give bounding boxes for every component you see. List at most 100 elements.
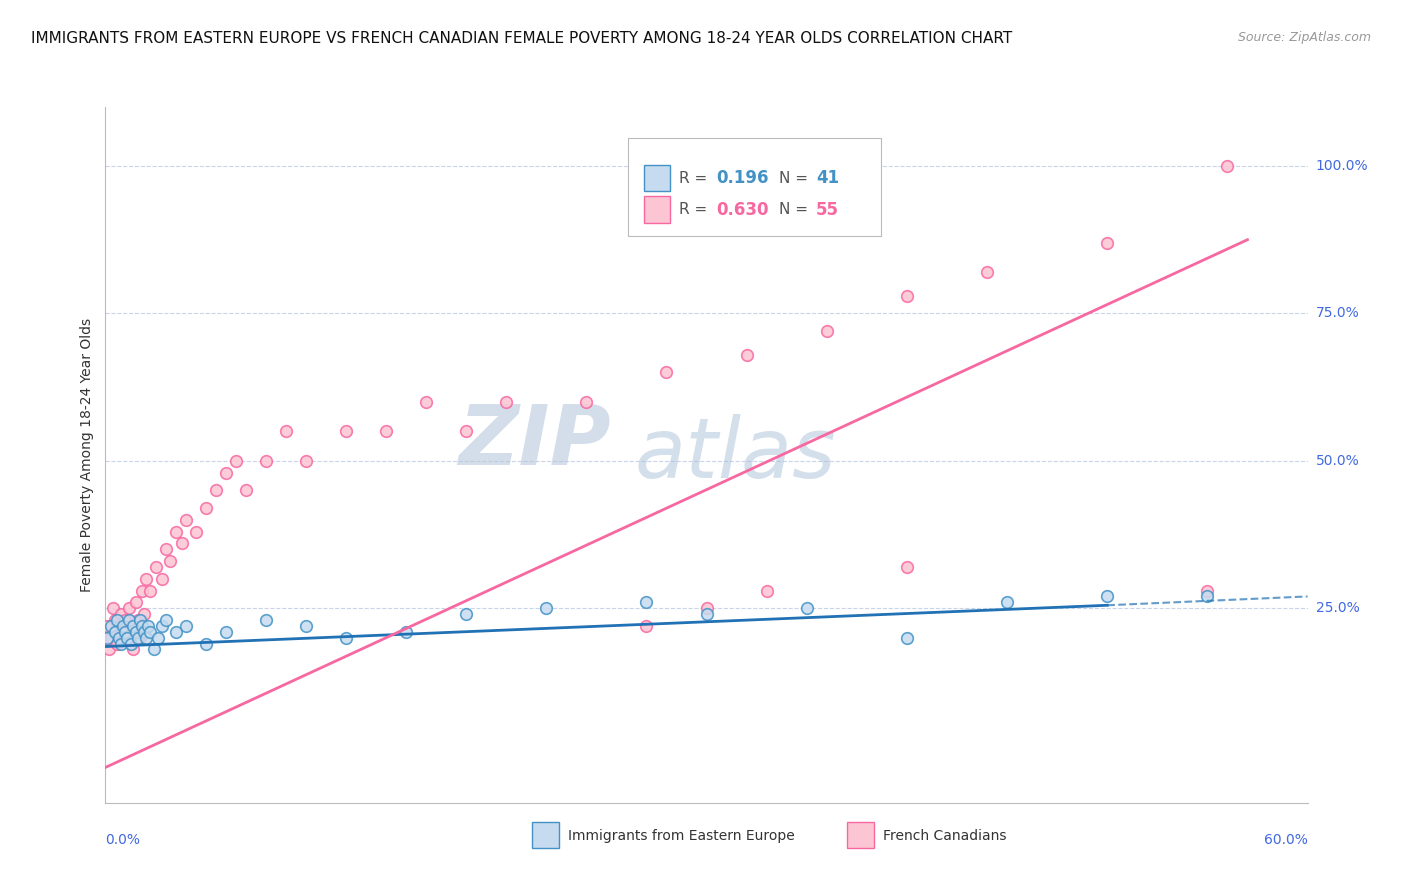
Point — [112, 624, 135, 639]
Text: Source: ZipAtlas.com: Source: ZipAtlas.com — [1237, 31, 1371, 45]
Point — [575, 395, 598, 409]
Point — [1097, 235, 1119, 250]
Point — [128, 613, 150, 627]
Point — [174, 619, 197, 633]
Point — [655, 365, 678, 379]
Point — [110, 637, 132, 651]
Point — [335, 425, 357, 439]
Point — [155, 613, 177, 627]
Point — [374, 425, 398, 439]
Point — [117, 631, 139, 645]
Point — [108, 631, 131, 645]
Point — [415, 395, 437, 409]
Point — [454, 425, 477, 439]
Point — [107, 613, 129, 627]
Point — [108, 619, 131, 633]
Point — [118, 601, 141, 615]
Text: N =: N = — [779, 202, 813, 217]
Text: French Canadians: French Canadians — [883, 829, 1007, 843]
Point — [127, 631, 149, 645]
Text: 0.196: 0.196 — [716, 169, 769, 187]
Bar — [644, 165, 671, 191]
Bar — [533, 822, 558, 848]
Point — [735, 348, 758, 362]
Point — [696, 601, 718, 615]
Point — [755, 583, 778, 598]
Point — [112, 619, 135, 633]
Point — [295, 619, 318, 633]
Text: 60.0%: 60.0% — [1264, 833, 1308, 847]
Point — [295, 454, 318, 468]
Bar — [644, 196, 671, 223]
Point — [131, 619, 153, 633]
Point — [100, 631, 122, 645]
Point — [145, 560, 167, 574]
Text: 55: 55 — [815, 201, 839, 219]
Point — [995, 595, 1018, 609]
Point — [335, 631, 357, 645]
Point — [155, 542, 177, 557]
Point — [495, 395, 517, 409]
Text: 0.630: 0.630 — [716, 201, 769, 219]
Point — [121, 637, 143, 651]
Point — [96, 631, 118, 645]
Point — [254, 613, 277, 627]
Point — [117, 631, 139, 645]
Point — [896, 631, 918, 645]
Point — [184, 524, 207, 539]
Text: 25.0%: 25.0% — [1316, 601, 1360, 615]
Point — [636, 619, 658, 633]
Point — [150, 572, 173, 586]
Point — [214, 466, 236, 480]
Point — [159, 554, 181, 568]
Point — [454, 607, 477, 621]
Point — [225, 454, 247, 468]
Point — [110, 607, 132, 621]
Point — [696, 607, 718, 621]
Point — [142, 642, 165, 657]
Point — [1197, 590, 1219, 604]
Point — [132, 624, 155, 639]
Point — [796, 601, 818, 615]
Text: R =: R = — [679, 170, 711, 186]
Point — [136, 619, 159, 633]
Point — [174, 513, 197, 527]
Point — [107, 637, 129, 651]
Point — [124, 624, 146, 639]
Point — [114, 624, 136, 639]
Text: 100.0%: 100.0% — [1316, 159, 1368, 173]
Point — [103, 601, 125, 615]
Text: ZIP: ZIP — [458, 401, 610, 482]
Point — [128, 631, 150, 645]
Point — [896, 560, 918, 574]
Text: 75.0%: 75.0% — [1316, 307, 1360, 320]
Text: 41: 41 — [815, 169, 839, 187]
Point — [204, 483, 226, 498]
Point — [395, 624, 418, 639]
Point — [165, 524, 187, 539]
Point — [1197, 583, 1219, 598]
Point — [1216, 159, 1239, 173]
Point — [235, 483, 257, 498]
Point — [636, 595, 658, 609]
Point — [254, 454, 277, 468]
Point — [135, 631, 157, 645]
Point — [815, 324, 838, 338]
Text: 0.0%: 0.0% — [105, 833, 141, 847]
Point — [194, 637, 217, 651]
Point — [100, 619, 122, 633]
Point — [896, 289, 918, 303]
Text: IMMIGRANTS FROM EASTERN EUROPE VS FRENCH CANADIAN FEMALE POVERTY AMONG 18-24 YEA: IMMIGRANTS FROM EASTERN EUROPE VS FRENCH… — [31, 31, 1012, 46]
Point — [138, 624, 160, 639]
Point — [121, 619, 143, 633]
Point — [194, 500, 217, 515]
Point — [122, 642, 145, 657]
Point — [150, 619, 173, 633]
Point — [122, 619, 145, 633]
Point — [214, 624, 236, 639]
Bar — [848, 822, 873, 848]
FancyBboxPatch shape — [628, 138, 880, 235]
Point — [138, 583, 160, 598]
Point — [127, 613, 149, 627]
Point — [98, 642, 121, 657]
